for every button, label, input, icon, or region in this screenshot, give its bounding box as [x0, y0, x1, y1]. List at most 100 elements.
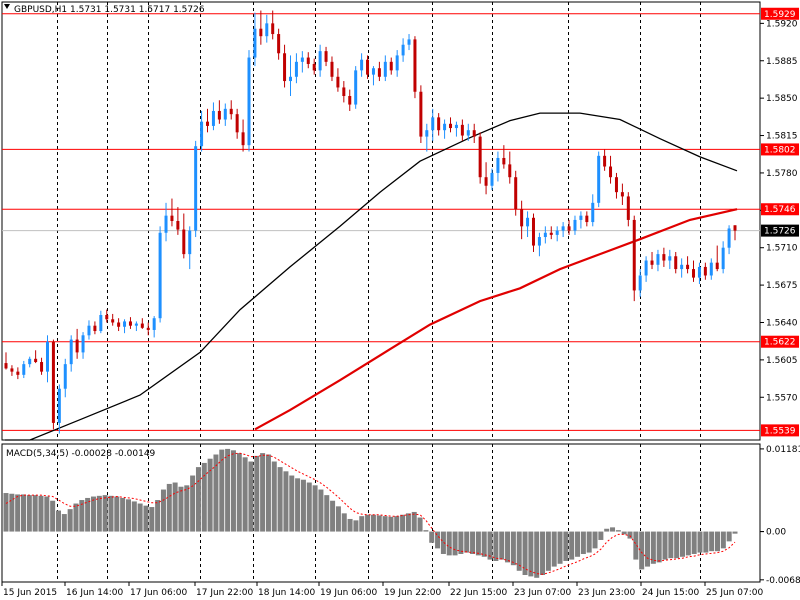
candle-body [425, 130, 429, 137]
candle-body [223, 108, 227, 120]
macd-histogram-bar [610, 527, 616, 532]
candle-body [247, 57, 251, 146]
moving-average-red [254, 208, 738, 431]
candle-body [93, 325, 97, 332]
macd-histogram-bar [400, 514, 406, 532]
symbol-dropdown-icon[interactable] [4, 4, 10, 9]
price-tick-label: 1.5920 [766, 19, 798, 29]
x-axis-label: 19 Jun 06:00 [320, 588, 377, 598]
macd-histogram-bar [289, 475, 295, 532]
candle-body [656, 254, 660, 265]
macd-histogram-bar [551, 531, 557, 567]
macd-histogram-bar [411, 511, 417, 532]
macd-histogram-bar [540, 531, 546, 575]
candle-body [632, 219, 636, 291]
candle-body [490, 172, 494, 186]
candle-body [271, 23, 275, 35]
candle-body [413, 39, 417, 92]
macd-histogram-bar [254, 455, 260, 532]
candle-body [134, 323, 138, 326]
x-axis-label: 25 Jun 07:00 [706, 588, 763, 598]
macd-histogram-bar [131, 501, 137, 532]
macd-histogram-bar [38, 495, 44, 532]
macd-histogram-bar [429, 531, 435, 543]
level-price-tag [761, 143, 799, 156]
macd-histogram-bar [499, 531, 505, 560]
x-axis-label: 23 Jun 23:00 [578, 588, 635, 598]
macd-histogram-bar [650, 531, 656, 564]
macd-histogram-bar [446, 531, 452, 556]
macd-histogram-bar [219, 449, 225, 532]
chart-title: GBPUSD,H1 1.5731 1.5731 1.5717 1.5726 [14, 5, 205, 15]
macd-histogram-bar [312, 485, 318, 532]
candle-body [733, 225, 737, 231]
macd-histogram-bar [627, 531, 633, 539]
macd-histogram-bar [160, 489, 166, 532]
candle-body [567, 226, 571, 231]
macd-histogram-bar [277, 467, 283, 532]
candle-body [371, 68, 375, 75]
macd-histogram-bar [604, 528, 610, 532]
macd-signal-line [5, 452, 736, 575]
macd-histogram-bar [615, 530, 621, 532]
macd-histogram-bar [166, 483, 172, 532]
level-price-label: 1.5746 [764, 205, 796, 215]
candle-body [443, 123, 447, 131]
candle-body [188, 230, 192, 255]
macd-histogram-bar [522, 531, 528, 575]
candle-body [342, 87, 346, 97]
candle-body [697, 266, 701, 278]
candle-body [217, 110, 221, 120]
candle-body [727, 228, 731, 248]
macd-histogram-bar [534, 531, 540, 578]
candle-body [514, 177, 518, 210]
candle-body [259, 28, 263, 37]
candle-body [111, 319, 115, 323]
macd-histogram-bar [90, 496, 96, 532]
candle-body [466, 130, 470, 136]
price-tick-label: 1.5780 [766, 169, 798, 179]
macd-histogram-bar [236, 453, 242, 532]
macd-histogram-bar [318, 489, 324, 532]
macd-histogram-bar [697, 531, 703, 553]
price-tick-label: 1.5815 [766, 132, 798, 142]
candle-body [662, 254, 666, 261]
candle-body [294, 61, 298, 77]
candle-body [211, 110, 215, 126]
macd-histogram-bar [9, 493, 15, 532]
candle-body [692, 269, 696, 278]
candle-body [537, 237, 541, 246]
candle-body [128, 321, 132, 326]
macd-histogram-bar [481, 531, 487, 557]
candle-body [709, 262, 713, 276]
macd-histogram-bar [726, 531, 732, 542]
candle-body [437, 117, 441, 131]
macd-histogram-bar [85, 497, 91, 532]
candle-body [526, 217, 530, 227]
macd-histogram-bar [120, 497, 126, 532]
macd-histogram-bar [32, 495, 38, 532]
macd-histogram-bar [685, 531, 691, 556]
price-tick-label: 1.5570 [766, 393, 798, 403]
candle-body [460, 124, 464, 136]
macd-histogram-bar [580, 531, 586, 554]
macd-histogram-bar [114, 496, 120, 532]
level-price-label: 1.5929 [764, 10, 796, 20]
macd-histogram-bar [470, 531, 476, 554]
macd-histogram-bar [207, 458, 213, 532]
macd-histogram-bar [50, 500, 56, 532]
candle-body [626, 196, 630, 220]
macd-histogram-bar [557, 531, 563, 564]
macd-histogram-bar [335, 506, 341, 532]
macd-histogram-bar [295, 478, 301, 532]
candle-body [555, 230, 559, 235]
macd-histogram-bar [143, 505, 149, 532]
candle-body [668, 256, 672, 261]
candle-body [117, 322, 121, 327]
candle-body [614, 177, 618, 193]
macd-histogram-bar [458, 531, 464, 554]
macd-histogram-bar [563, 531, 569, 561]
candle-body [277, 34, 281, 54]
main-plot-frame [1, 1, 761, 441]
